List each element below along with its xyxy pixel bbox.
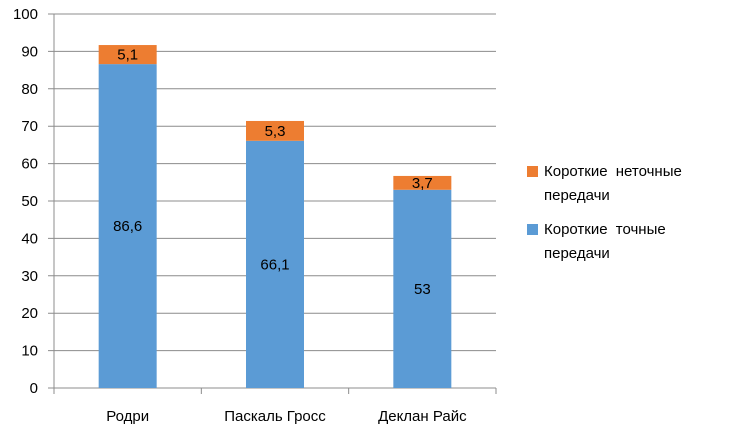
y-tick-label-90: 90 (21, 43, 38, 60)
category-label-0: Родри (106, 408, 149, 425)
legend-swatch-accurate (527, 224, 538, 235)
bars (98, 45, 452, 388)
legend-item-inaccurate: Короткие неточные передачи (527, 160, 727, 208)
category-label-1: Паскаль Гросс (224, 408, 326, 425)
y-tick-label-70: 70 (21, 118, 38, 135)
bar-accurate-1 (246, 140, 304, 388)
data-label-accurate-1: 66,1 (260, 256, 289, 273)
data-label-inaccurate-2: 3,7 (412, 175, 433, 192)
legend: Короткие неточные передачи Короткие точн… (527, 160, 727, 276)
data-label-inaccurate-1: 5,3 (265, 123, 286, 140)
data-label-accurate-0: 86,6 (113, 218, 142, 235)
bar-accurate-2 (393, 189, 452, 388)
legend-swatch-inaccurate (527, 166, 538, 177)
y-tick-label-80: 80 (21, 81, 38, 98)
data-labels: 86,6 5,1 66,1 5,3 53 3,7 (113, 47, 433, 298)
legend-label-accurate: Короткие точные передачи (544, 221, 666, 262)
y-tick-label-30: 30 (21, 268, 38, 285)
y-tick-label-50: 50 (21, 193, 38, 210)
legend-label-inaccurate: Короткие неточные передачи (544, 163, 682, 204)
bar-inaccurate-0 (98, 45, 157, 65)
bar-inaccurate-2 (393, 175, 452, 190)
y-axis-ticks: 0 10 20 30 40 50 60 70 80 90 100 (13, 6, 38, 397)
y-tick-label-20: 20 (21, 305, 38, 322)
bar-accurate-0 (98, 64, 157, 388)
y-tick-label-100: 100 (13, 6, 38, 23)
y-tick-label-60: 60 (21, 156, 38, 173)
y-tick-label-40: 40 (21, 230, 38, 247)
data-label-inaccurate-0: 5,1 (117, 47, 138, 64)
category-label-2: Деклан Райс (378, 408, 467, 425)
legend-item-accurate: Короткие точные передачи (527, 218, 727, 266)
bar-inaccurate-1 (246, 120, 304, 141)
y-tick-label-10: 10 (21, 343, 38, 360)
x-axis-categories: Родри Паскаль Гросс Деклан Райс (106, 408, 467, 425)
data-label-accurate-2: 53 (414, 281, 431, 298)
y-tick-label-0: 0 (30, 380, 38, 397)
